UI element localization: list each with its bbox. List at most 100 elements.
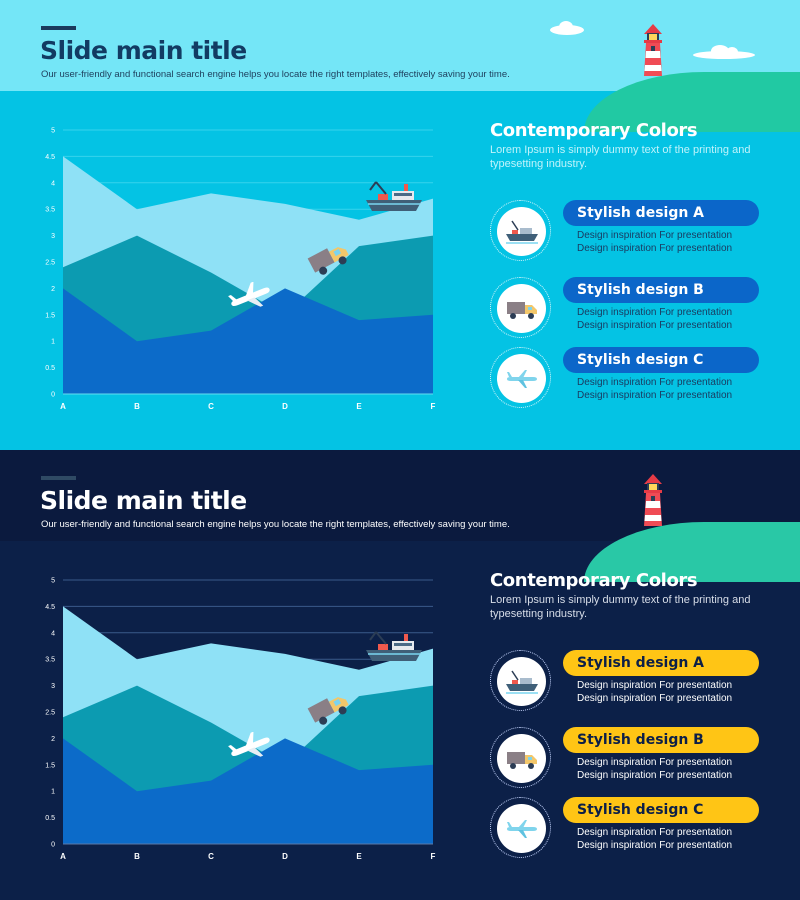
x-tick-label: F — [431, 402, 436, 411]
design-item-a[interactable]: Stylish design A Design inspiration For … — [490, 200, 770, 262]
panel-description: Lorem Ipsum is simply dummy text of the … — [490, 144, 751, 170]
design-description: Design inspiration For presentation Desi… — [577, 680, 732, 705]
y-tick-label: 0.5 — [45, 365, 55, 372]
description-line: Design inspiration For presentation — [577, 839, 733, 851]
cloud-icon — [693, 45, 755, 59]
ship-icon — [505, 670, 538, 694]
title-accent-bar — [41, 26, 76, 30]
x-tick-label: A — [60, 402, 66, 411]
design-item-a[interactable]: Stylish design A Design inspiration For … — [490, 650, 770, 712]
area-chart: 0 0.5 1 1.5 2 2.5 3 3.5 4 4.5 5 A B C D E F — [45, 128, 436, 412]
icon-circle — [490, 650, 551, 711]
icon-circle — [490, 277, 551, 338]
area-chart: 0 0.5 1 1.5 2 2.5 3 3.5 4 4.5 5 A B C D E F — [45, 578, 436, 862]
x-tick-label: C — [208, 852, 214, 861]
icon-circle — [490, 727, 551, 788]
design-description: Design inspiration For presentation Desi… — [577, 307, 732, 332]
lighthouse-icon — [644, 24, 662, 76]
title-accent-bar — [41, 476, 76, 480]
ship-icon — [366, 631, 422, 661]
description-line: Design inspiration For presentation — [577, 389, 733, 401]
cloud-icon — [550, 21, 584, 35]
y-tick-label: 1.5 — [45, 312, 55, 319]
airplane-icon — [506, 369, 537, 388]
truck-icon — [307, 697, 349, 725]
y-tick-label: 5 — [51, 128, 55, 135]
truck-icon — [506, 751, 537, 769]
panel-title: Contemporary Colors — [490, 120, 698, 141]
design-pill: Stylish design C — [563, 797, 759, 823]
x-tick-label: D — [282, 852, 288, 861]
design-description: Design inspiration For presentation Desi… — [577, 757, 732, 782]
airplane-icon — [228, 282, 270, 307]
design-item-b[interactable]: Stylish design B Design inspiration For … — [490, 277, 770, 339]
design-pill: Stylish design A — [563, 650, 759, 676]
y-tick-label: 1 — [51, 339, 55, 346]
slide-title: Slide main title — [40, 486, 247, 515]
y-tick-label: 1.5 — [45, 762, 55, 769]
icon-circle — [490, 200, 551, 261]
slide-header: Slide main title Our user-friendly and f… — [0, 450, 800, 582]
design-item-c[interactable]: Stylish design C Design inspiration For … — [490, 797, 770, 859]
description-line: Design inspiration For presentation — [577, 757, 733, 768]
x-tick-label: B — [134, 852, 140, 861]
y-tick-label: 0 — [51, 842, 55, 849]
design-pill: Stylish design A — [563, 200, 759, 226]
description-line: Design inspiration For presentation — [577, 319, 733, 331]
description-line: Design inspiration For presentation — [577, 692, 733, 704]
slide-dark: Slide main title Our user-friendly and f… — [0, 450, 800, 900]
description-line: Design inspiration For presentation — [577, 377, 733, 388]
ship-icon — [366, 181, 422, 211]
x-tick-label: E — [356, 402, 362, 411]
design-pill: Stylish design B — [563, 727, 759, 753]
description-line: Design inspiration For presentation — [577, 230, 733, 241]
design-description: Design inspiration For presentation Desi… — [577, 827, 732, 852]
area-series-3 — [63, 288, 433, 394]
airplane-icon — [506, 819, 537, 838]
x-tick-label: A — [60, 852, 66, 861]
x-tick-label: B — [134, 402, 140, 411]
slide-header: Slide main title Our user-friendly and f… — [0, 0, 800, 132]
y-tick-label: 3.5 — [45, 657, 55, 664]
y-tick-label: 1 — [51, 789, 55, 796]
x-tick-label: F — [431, 852, 436, 861]
design-pill: Stylish design C — [563, 347, 759, 373]
design-item-c[interactable]: Stylish design C Design inspiration For … — [490, 347, 770, 409]
design-pill: Stylish design B — [563, 277, 759, 303]
y-tick-label: 4 — [51, 180, 55, 187]
truck-icon — [307, 247, 349, 275]
y-tick-label: 2 — [51, 736, 55, 743]
description-line: Design inspiration For presentation — [577, 769, 733, 781]
y-tick-label: 3 — [51, 683, 55, 690]
x-tick-label: C — [208, 402, 214, 411]
y-tick-label: 3 — [51, 233, 55, 240]
description-line: Design inspiration For presentation — [577, 827, 733, 838]
y-tick-label: 0.5 — [45, 815, 55, 822]
x-tick-label: E — [356, 852, 362, 861]
description-line: Design inspiration For presentation — [577, 307, 733, 318]
y-tick-label: 2 — [51, 286, 55, 293]
slide-light: Slide main title Our user-friendly and f… — [0, 0, 800, 450]
lighthouse-icon — [644, 474, 662, 526]
design-description: Design inspiration For presentation Desi… — [577, 377, 732, 402]
panel-description: Lorem Ipsum is simply dummy text of the … — [490, 594, 751, 620]
icon-circle — [490, 797, 551, 858]
y-tick-label: 3.5 — [45, 207, 55, 214]
ship-icon — [505, 220, 538, 244]
y-tick-label: 0 — [51, 392, 55, 399]
slide-subtitle: Our user-friendly and functional search … — [41, 69, 510, 80]
truck-icon — [506, 301, 537, 319]
y-tick-label: 5 — [51, 578, 55, 585]
x-tick-label: D — [282, 402, 288, 411]
description-line: Design inspiration For presentation — [577, 680, 733, 691]
y-tick-label: 2.5 — [45, 260, 55, 267]
panel-title: Contemporary Colors — [490, 570, 698, 591]
description-line: Design inspiration For presentation — [577, 242, 733, 254]
airplane-icon — [228, 732, 270, 757]
y-tick-label: 4.5 — [45, 604, 55, 611]
area-series-3 — [63, 738, 433, 844]
design-item-b[interactable]: Stylish design B Design inspiration For … — [490, 727, 770, 789]
y-tick-label: 2.5 — [45, 710, 55, 717]
y-tick-label: 4.5 — [45, 154, 55, 161]
icon-circle — [490, 347, 551, 408]
